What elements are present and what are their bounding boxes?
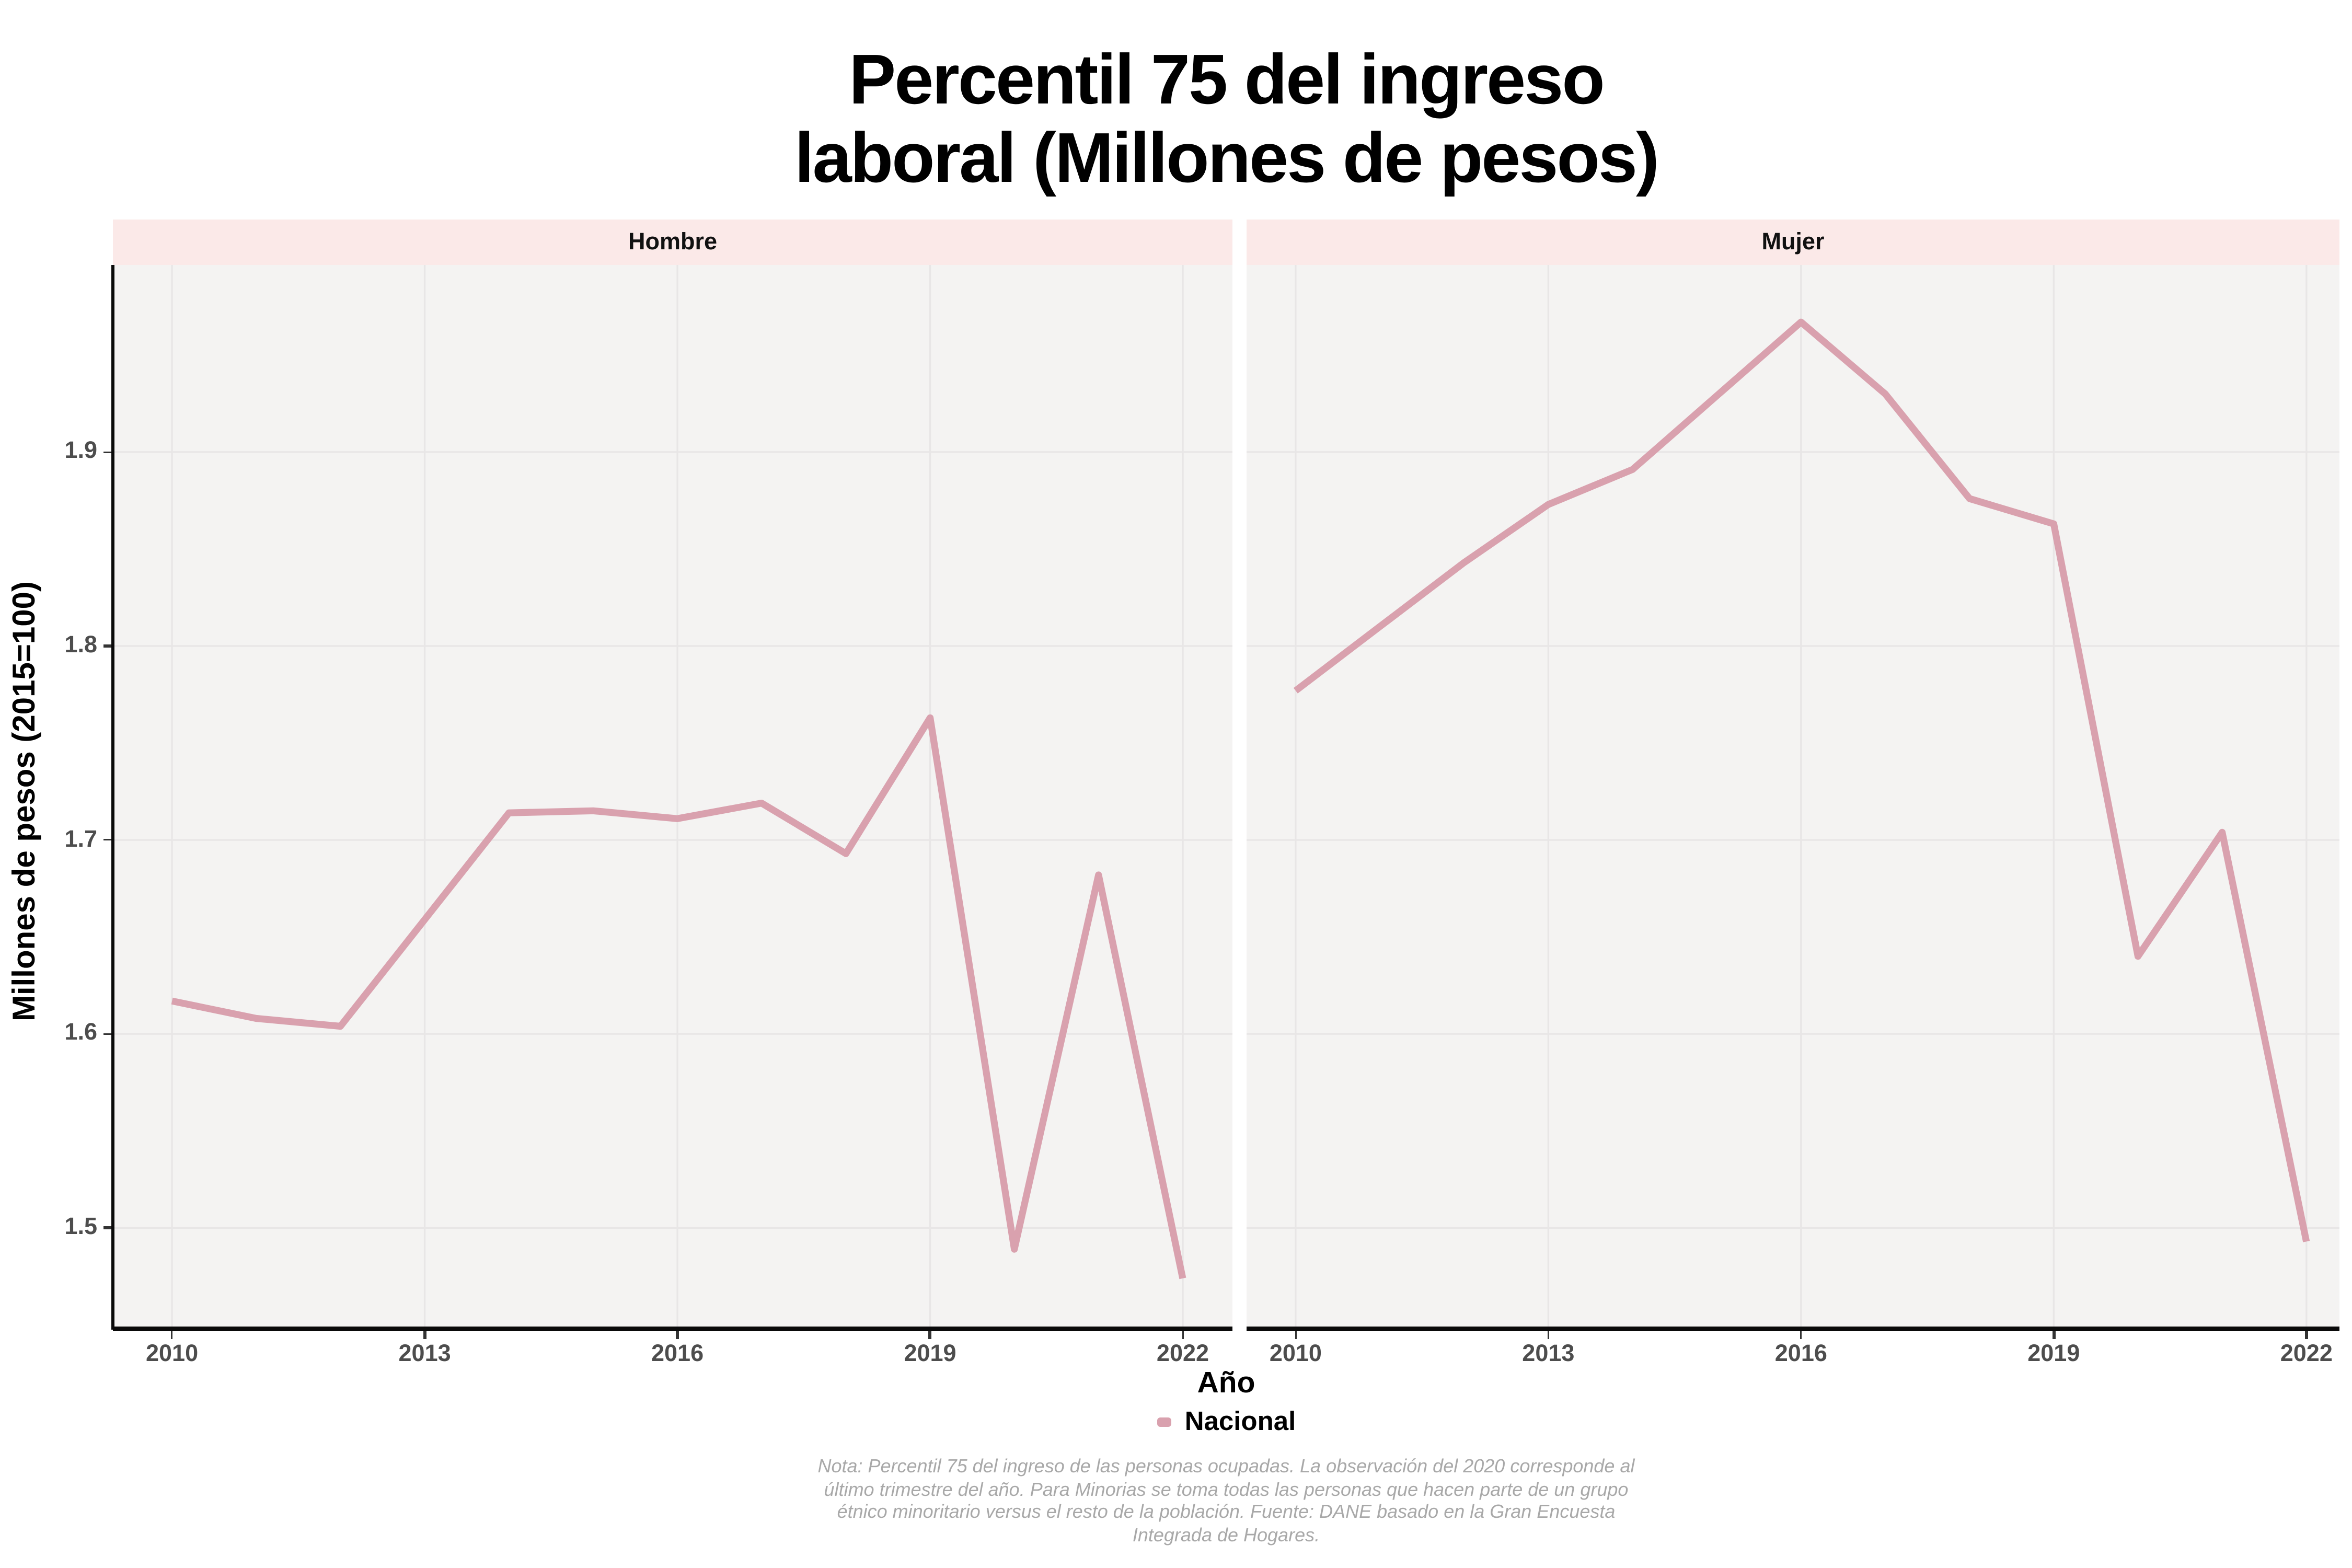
y-tick-mark: [102, 1226, 111, 1229]
x-tick-label: 2010: [1269, 1341, 1322, 1367]
x-tick-mark: [1800, 1330, 1803, 1339]
legend: Nacional: [113, 1406, 2339, 1438]
panel-background: [113, 265, 1232, 1327]
y-tick-label: 1.6: [64, 1020, 97, 1047]
facet-strip-mujer-label: Mujer: [1761, 229, 1825, 256]
legend-label: Nacional: [1184, 1406, 1296, 1436]
x-tick-label: 2013: [1522, 1341, 1575, 1367]
x-tick-label: 2022: [1156, 1341, 1209, 1367]
caption-note: Nota: Percentil 75 del ingreso de las pe…: [113, 1455, 2339, 1546]
caption-line3: étnico minoritario versus el resto de la…: [837, 1501, 1616, 1523]
facet-strip-hombre-label: Hombre: [628, 229, 718, 256]
y-tick-mark: [102, 838, 111, 841]
y-tick-mark: [102, 644, 111, 648]
panel-canvas-mujer: [1247, 265, 2339, 1327]
series-line-nacional-hombre: [171, 714, 1186, 1279]
x-tick-label: 2013: [398, 1341, 451, 1367]
x-tick-mark: [2052, 1330, 2055, 1339]
x-axis-title: Año: [1197, 1367, 1255, 1400]
x-tick-mark: [1181, 1330, 1184, 1339]
x-tick-mark: [1547, 1330, 1550, 1339]
x-axis-line-mujer: [1247, 1327, 2339, 1331]
y-tick-mark: [102, 451, 111, 454]
chart-title-line1: Percentil 75 del ingreso: [849, 39, 1605, 119]
y-tick-mark: [102, 1032, 111, 1035]
x-tick-mark: [423, 1330, 426, 1339]
x-tick-label: 2010: [146, 1341, 199, 1367]
chart-title-line2: laboral (Millones de pesos): [794, 118, 1659, 198]
caption-line4: Integrada de Hogares.: [1132, 1523, 1320, 1546]
chart-title: Percentil 75 del ingreso laboral (Millon…: [113, 39, 2339, 198]
x-tick-mark: [170, 1330, 174, 1339]
caption-line2: último trimestre del año. Para Minorias …: [824, 1478, 1629, 1500]
facet-strip-hombre: Hombre: [113, 220, 1232, 265]
panel-canvas-hombre: [113, 265, 1232, 1327]
x-axis-line-hombre: [113, 1327, 1232, 1331]
x-tick-label: 2019: [2027, 1341, 2080, 1367]
x-tick-label: 2016: [1774, 1341, 1827, 1367]
plot-panel-mujer: [1247, 265, 2339, 1327]
caption-line1: Nota: Percentil 75 del ingreso de las pe…: [817, 1455, 1635, 1477]
x-tick-label: 2019: [904, 1341, 956, 1367]
y-tick-label: 1.7: [64, 826, 97, 853]
x-tick-mark: [676, 1330, 679, 1339]
facet-strip-mujer: Mujer: [1247, 220, 2339, 265]
x-tick-mark: [2305, 1330, 2308, 1339]
x-tick-mark: [929, 1330, 931, 1339]
y-axis-line: [110, 265, 114, 1330]
panel-background: [1247, 265, 2339, 1327]
y-tick-label: 1.5: [64, 1214, 97, 1241]
x-tick-label: 2022: [2280, 1341, 2333, 1367]
y-tick-label: 1.9: [64, 437, 97, 465]
x-tick-mark: [1294, 1330, 1297, 1339]
series-line-nacional-mujer: [1293, 318, 2310, 1242]
x-tick-label: 2016: [651, 1341, 704, 1367]
legend-key-swatch: [1156, 1417, 1171, 1427]
y-tick-label: 1.8: [64, 632, 97, 659]
y-axis-title: Millones de pesos (2015=100): [8, 581, 42, 1022]
plot-panel-hombre: [113, 265, 1232, 1327]
